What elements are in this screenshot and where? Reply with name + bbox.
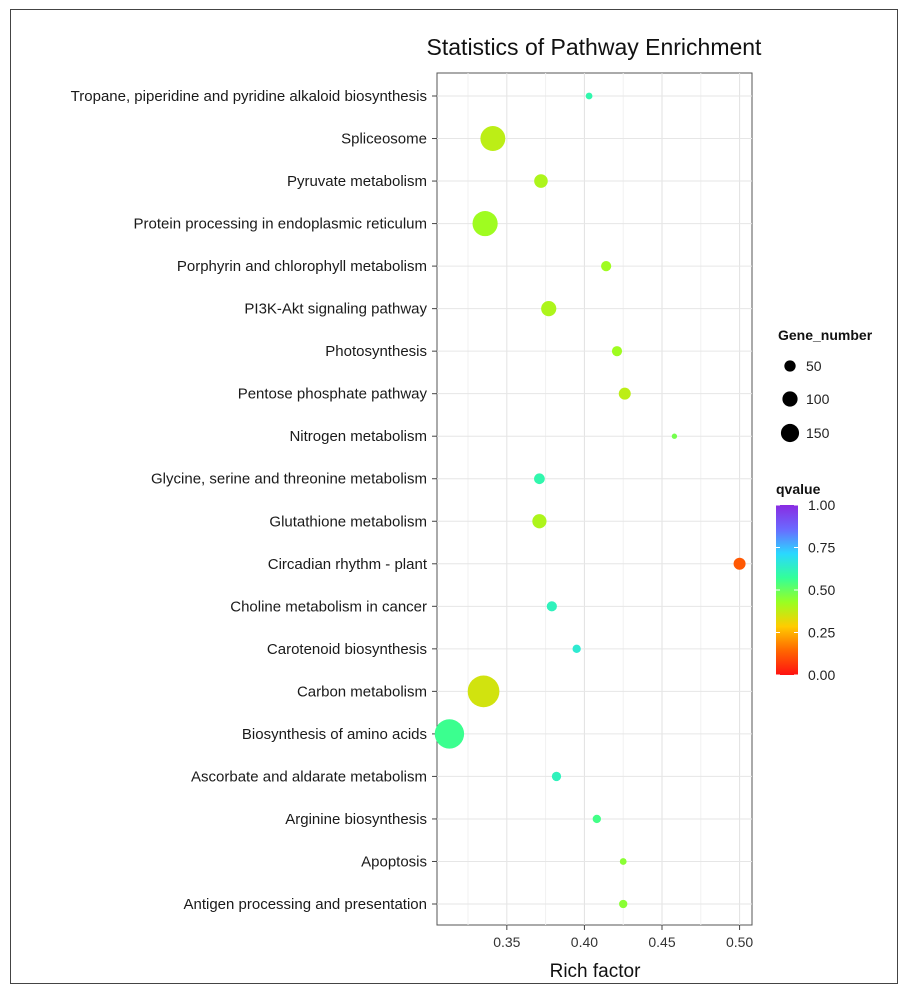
y-tick-label: Apoptosis [361, 853, 427, 870]
legend-size-title: Gene_number [778, 327, 873, 343]
y-tick-label: Ascorbate and aldarate metabolism [191, 768, 427, 785]
data-point [467, 675, 500, 708]
data-point [472, 210, 498, 237]
data-point [434, 719, 465, 749]
legend-qvalue-label: 1.00 [808, 497, 835, 513]
y-tick-label: Arginine biosynthesis [285, 811, 427, 828]
legend-qvalue-label: 0.25 [808, 625, 835, 641]
y-tick-label: Protein processing in endoplasmic reticu… [134, 216, 427, 233]
data-point [619, 858, 627, 865]
data-point [480, 126, 506, 151]
x-tick-label: 0.40 [571, 934, 598, 950]
legend-qvalue-colorbar [776, 505, 798, 675]
x-axis: 0.35 0.40 0.45 0.50 [493, 925, 753, 950]
x-axis-title: Rich factor [550, 961, 641, 982]
legend-qvalue-label: 0.50 [808, 582, 835, 598]
y-tick-label: Circadian rhythm - plant [268, 556, 428, 573]
data-point [611, 346, 623, 357]
data-point [541, 301, 557, 317]
y-tick-label: Porphyrin and chlorophyll metabolism [177, 258, 427, 275]
legend-size-swatch [784, 360, 796, 372]
y-tick-label: Tropane, piperidine and pyridine alkaloi… [71, 88, 427, 105]
y-tick-label: Nitrogen metabolism [289, 428, 427, 445]
y-tick-label: Spliceosome [341, 131, 427, 148]
data-point [601, 261, 612, 272]
x-tick-label: 0.45 [648, 934, 675, 950]
data-point [618, 387, 631, 400]
data-point [551, 771, 562, 782]
y-axis-labels: Tropane, piperidine and pyridine alkaloi… [71, 88, 437, 913]
y-tick-label: Glycine, serine and threonine metabolism [151, 471, 427, 488]
data-point [733, 557, 746, 570]
data-point [671, 433, 678, 439]
y-tick-label: Pentose phosphate pathway [238, 386, 428, 403]
y-tick-label: Carbon metabolism [297, 683, 427, 700]
y-tick-label: Carotenoid biosynthesis [267, 641, 427, 658]
data-point [546, 601, 557, 612]
data-point [532, 514, 547, 529]
legend-size-label: 50 [806, 358, 822, 374]
data-points [434, 92, 746, 909]
y-tick-label: Photosynthesis [325, 343, 427, 360]
legend-size-label: 100 [806, 391, 830, 407]
data-point [534, 473, 545, 485]
y-tick-label: Glutathione metabolism [269, 513, 427, 530]
y-tick-label: PI3K-Akt signaling pathway [244, 301, 427, 318]
legend-size-swatch [780, 423, 800, 443]
legend-size-swatch [782, 391, 798, 407]
y-tick-label: Pyruvate metabolism [287, 173, 427, 190]
x-tick-label: 0.35 [493, 934, 520, 950]
chart-title: Statistics of Pathway Enrichment [427, 34, 763, 60]
legend-size-label: 150 [806, 425, 830, 441]
legend-qvalue-label: 0.00 [808, 667, 835, 683]
y-tick-label: Antigen processing and presentation [183, 896, 427, 913]
data-point [619, 899, 628, 909]
y-tick-label: Choline metabolism in cancer [230, 598, 427, 615]
data-point [592, 814, 601, 824]
data-point [585, 92, 593, 100]
x-tick-label: 0.50 [726, 934, 753, 950]
legend-gene-number: Gene_number 50 100 150 [778, 327, 873, 443]
data-point [534, 174, 548, 188]
y-tick-label: Biosynthesis of amino acids [242, 726, 427, 743]
legend-qvalue-title: qvalue [776, 481, 821, 497]
legend-qvalue-label: 0.75 [808, 540, 835, 556]
plot-panel [436, 72, 753, 926]
data-point [572, 644, 581, 653]
